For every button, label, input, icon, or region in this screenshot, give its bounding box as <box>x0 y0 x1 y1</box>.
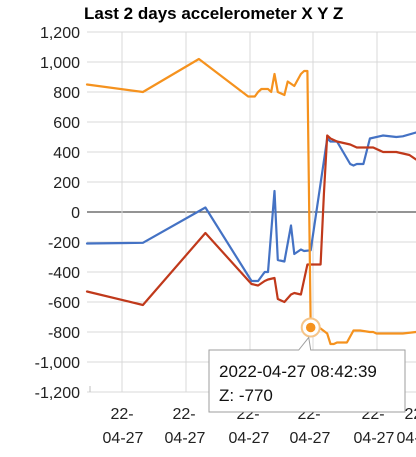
gridlines <box>87 31 416 393</box>
y-tick-label: -1,200 <box>35 385 80 402</box>
series-line-3 <box>85 57 416 346</box>
y-tick-label: 400 <box>53 145 80 162</box>
y-tick-label: -200 <box>48 235 80 252</box>
x-tick-label-line2: 04-27 <box>354 430 395 447</box>
y-tick-label: -800 <box>48 325 80 342</box>
y-tick-label: 800 <box>53 85 80 102</box>
x-tick-label-line1: 22- <box>110 406 133 423</box>
y-tick-label: 200 <box>53 175 80 192</box>
tooltip: 2022-04-27 08:42:39 Z: -770 <box>208 317 406 413</box>
y-tick-label: 1,000 <box>40 55 80 72</box>
highlight-point <box>304 321 317 334</box>
tooltip-box <box>208 336 406 413</box>
x-tick-label-line2: 04-27 <box>229 430 270 447</box>
x-tick-label-line2: 04-27 <box>290 430 331 447</box>
tooltip-timestamp: 2022-04-27 08:42:39 <box>219 362 377 381</box>
x-tick-label-line2: 04-27 <box>165 430 206 447</box>
y-tick-label: 1,200 <box>40 25 80 42</box>
y-axis: 1,200 1,000 800 600 400 200 0 -200 -400 -600 -800 -… <box>35 25 80 402</box>
y-tick-label: -600 <box>48 295 80 312</box>
y-tick-label: -1,000 <box>35 355 80 372</box>
y-tick-label: 0 <box>71 205 80 222</box>
chart-title: Last 2 days accelerometer X Y Z <box>84 4 343 23</box>
x-tick-label-line2: 04-27 <box>397 430 416 447</box>
series-line-1 <box>85 131 416 283</box>
x-tick-label-line1: 22- <box>404 406 416 423</box>
tooltip-value: Z: -770 <box>219 386 273 405</box>
x-tick-label-line1: 22- <box>172 406 195 423</box>
y-tick-label: 600 <box>53 115 80 132</box>
x-tick-label-line2: 04-27 <box>103 430 144 447</box>
y-tick-label: -400 <box>48 265 80 282</box>
series-lines <box>85 57 416 346</box>
